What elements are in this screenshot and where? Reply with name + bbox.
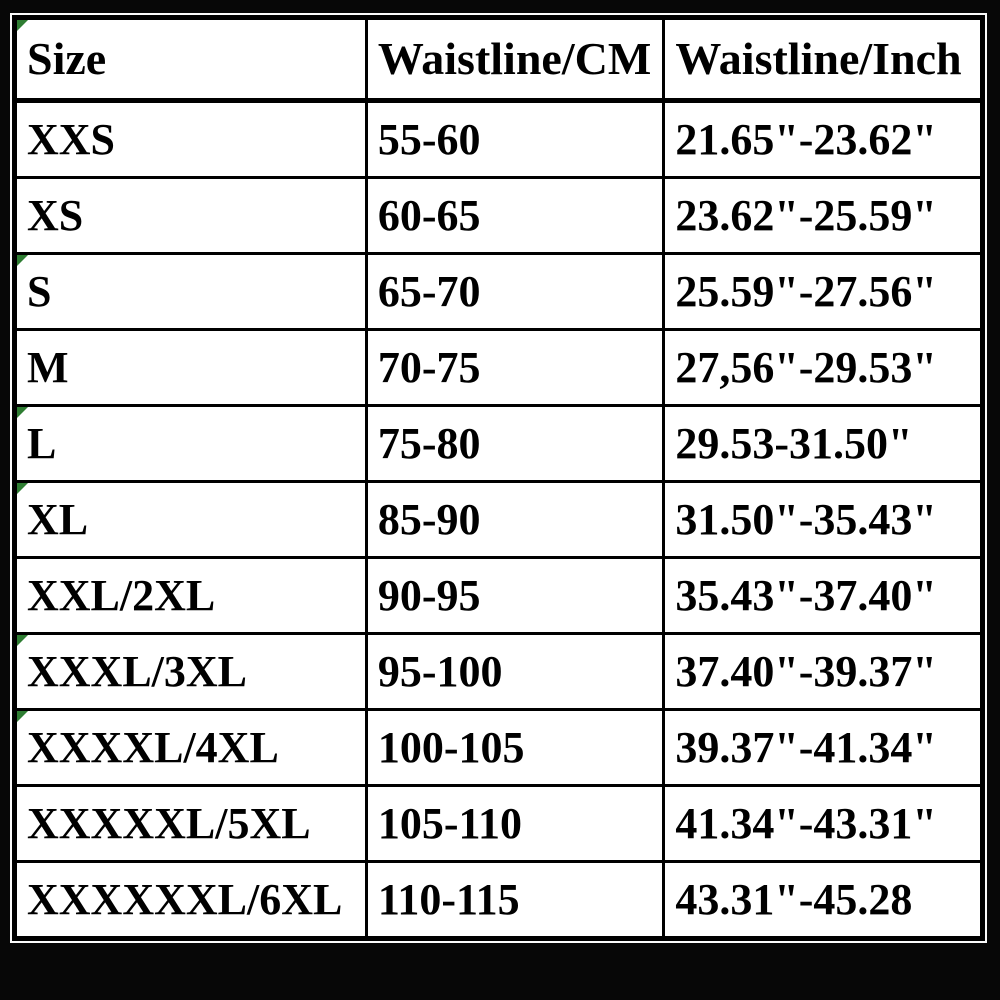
cell-value: 35.43"-37.40"	[675, 570, 937, 620]
cell-waistline-inch: 39.37"-41.34"	[662, 708, 984, 787]
cell-size: XS	[13, 176, 368, 255]
cell-value: XXXL/3XL	[27, 646, 248, 696]
excel-error-marker-icon	[17, 636, 28, 646]
cell-waistline-cm: 100-105	[364, 708, 666, 787]
cell-value: 39.37"-41.34"	[675, 722, 937, 772]
cell-waistline-cm: 110-115	[364, 860, 666, 940]
header-cell-size: Size	[13, 16, 368, 103]
cell-size: XXXXL/4XL	[13, 708, 368, 787]
cell-value: 100-105	[377, 722, 525, 772]
cell-value: 75-80	[377, 418, 481, 468]
cell-value: XXXXXXL/6XL	[27, 874, 343, 924]
cell-value: 60-65	[377, 190, 481, 240]
table-row: XXL/2XL 90-95 35.43"-37.40"	[13, 556, 984, 635]
cell-value: 27,56"-29.53"	[675, 342, 937, 392]
header-size-label: Size	[27, 33, 107, 84]
cell-value: S	[27, 266, 52, 316]
cell-size: XXL/2XL	[13, 556, 368, 635]
cell-waistline-cm: 65-70	[364, 252, 666, 331]
cell-value: 31.50"-35.43"	[675, 494, 937, 544]
size-chart: Size Waistline/CM Waistline/Inch XXS 55-…	[12, 15, 985, 941]
excel-error-marker-icon	[17, 20, 28, 31]
cell-value: 105-110	[377, 798, 523, 848]
cell-waistline-cm: 55-60	[364, 99, 666, 179]
cell-waistline-inch: 25.59"-27.56"	[662, 252, 984, 331]
table-row: XXXXXL/5XL 105-110 41.34"-43.31"	[13, 784, 984, 863]
cell-waistline-cm: 105-110	[364, 784, 666, 863]
table-row: XXXL/3XL 95-100 37.40"-39.37"	[13, 632, 984, 711]
header-cell-waistline-inch: Waistline/Inch	[662, 16, 984, 103]
cell-value: 37.40"-39.37"	[675, 646, 937, 696]
cell-waistline-inch: 43.31"-45.28	[662, 860, 984, 940]
table-row: S 65-70 25.59"-27.56"	[13, 252, 984, 331]
cell-value: XL	[27, 494, 89, 544]
cell-size: S	[13, 252, 368, 331]
cell-waistline-cm: 70-75	[364, 328, 666, 407]
cell-size: XXS	[13, 99, 368, 179]
cell-value: 90-95	[377, 570, 481, 620]
size-chart-table: Size Waistline/CM Waistline/Inch XXS 55-…	[12, 15, 985, 941]
table-row: XL 85-90 31.50"-35.43"	[13, 480, 984, 559]
cell-value: 29.53-31.50"	[675, 418, 913, 468]
table-row: XXS 55-60 21.65"-23.62"	[13, 99, 984, 179]
cell-waistline-inch: 41.34"-43.31"	[662, 784, 984, 863]
cell-waistline-inch: 35.43"-37.40"	[662, 556, 984, 635]
cell-size: XL	[13, 480, 368, 559]
cell-value: 25.59"-27.56"	[675, 266, 937, 316]
excel-error-marker-icon	[17, 256, 28, 266]
cell-waistline-inch: 37.40"-39.37"	[662, 632, 984, 711]
cell-waistline-inch: 29.53-31.50"	[662, 404, 984, 483]
table-header: Size Waistline/CM Waistline/Inch	[13, 16, 984, 103]
cell-value: 43.31"-45.28	[675, 874, 913, 924]
header-inch-label: Waistline/Inch	[675, 33, 962, 84]
cell-waistline-inch: 31.50"-35.43"	[662, 480, 984, 559]
cell-value: 70-75	[377, 342, 481, 392]
cell-value: XXXXL/4XL	[27, 722, 279, 772]
cell-waistline-cm: 90-95	[364, 556, 666, 635]
cell-waistline-cm: 75-80	[364, 404, 666, 483]
table-row: XXXXXXL/6XL 110-115 43.31"-45.28	[13, 860, 984, 940]
table-row: L 75-80 29.53-31.50"	[13, 404, 984, 483]
excel-error-marker-icon	[17, 484, 28, 494]
table-row: M 70-75 27,56"-29.53"	[13, 328, 984, 407]
cell-size: XXXXXL/5XL	[13, 784, 368, 863]
cell-value: XXL/2XL	[27, 570, 216, 620]
cell-value: XS	[27, 190, 84, 240]
header-row: Size Waistline/CM Waistline/Inch	[13, 16, 984, 103]
cell-value: 21.65"-23.62"	[675, 114, 937, 164]
header-cm-label: Waistline/CM	[377, 33, 652, 84]
cell-value: 110-115	[377, 874, 520, 924]
cell-value: XXXXXL/5XL	[27, 798, 311, 848]
cell-value: L	[27, 418, 57, 468]
header-cell-waistline-cm: Waistline/CM	[364, 16, 666, 103]
cell-value: XXS	[27, 114, 116, 164]
cell-waistline-inch: 21.65"-23.62"	[662, 99, 984, 179]
cell-value: 85-90	[377, 494, 481, 544]
table-row: XS 60-65 23.62"-25.59"	[13, 176, 984, 255]
cell-value: 41.34"-43.31"	[675, 798, 937, 848]
cell-value: 23.62"-25.59"	[675, 190, 937, 240]
cell-value: 55-60	[377, 114, 481, 164]
cell-size: L	[13, 404, 368, 483]
cell-waistline-cm: 95-100	[364, 632, 666, 711]
cell-size: M	[13, 328, 368, 407]
cell-waistline-inch: 27,56"-29.53"	[662, 328, 984, 407]
cell-value: 95-100	[377, 646, 503, 696]
cell-value: M	[27, 342, 69, 392]
cell-waistline-inch: 23.62"-25.59"	[662, 176, 984, 255]
cell-size: XXXXXXL/6XL	[13, 860, 368, 940]
cell-waistline-cm: 85-90	[364, 480, 666, 559]
excel-error-marker-icon	[17, 712, 28, 722]
cell-size: XXXL/3XL	[13, 632, 368, 711]
table-body: XXS 55-60 21.65"-23.62" XS 60-65 23.62"-…	[13, 99, 984, 940]
excel-error-marker-icon	[17, 408, 28, 418]
cell-waistline-cm: 60-65	[364, 176, 666, 255]
table-row: XXXXL/4XL 100-105 39.37"-41.34"	[13, 708, 984, 787]
cell-value: 65-70	[377, 266, 481, 316]
